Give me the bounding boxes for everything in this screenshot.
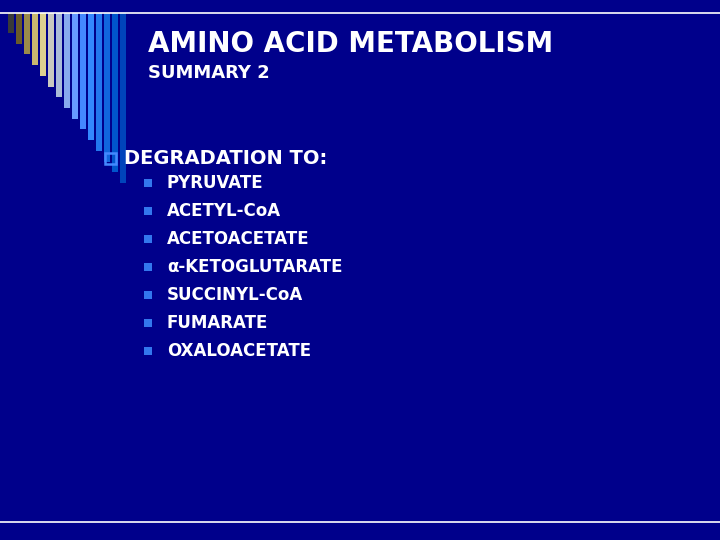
Bar bbox=[104, 13, 110, 161]
Bar bbox=[88, 13, 94, 140]
Bar bbox=[56, 13, 62, 97]
Text: FUMARATE: FUMARATE bbox=[167, 314, 269, 332]
Text: α-KETOGLUTARATE: α-KETOGLUTARATE bbox=[167, 258, 343, 276]
Text: DEGRADATION TO:: DEGRADATION TO: bbox=[124, 148, 327, 167]
Bar bbox=[24, 13, 30, 55]
Bar bbox=[144, 235, 152, 243]
Text: SUCCINYL-CoA: SUCCINYL-CoA bbox=[167, 286, 303, 304]
Bar bbox=[144, 291, 152, 299]
Text: PYRUVATE: PYRUVATE bbox=[167, 174, 264, 192]
Text: OXALOACETATE: OXALOACETATE bbox=[167, 342, 311, 360]
Bar bbox=[72, 13, 78, 119]
Text: AMINO ACID METABOLISM: AMINO ACID METABOLISM bbox=[148, 30, 553, 58]
Bar bbox=[8, 13, 14, 33]
Bar bbox=[112, 13, 118, 172]
Bar bbox=[48, 13, 54, 86]
Bar bbox=[96, 13, 102, 151]
Text: ACETOACETATE: ACETOACETATE bbox=[167, 230, 310, 248]
Bar bbox=[64, 13, 70, 108]
Bar bbox=[144, 207, 152, 215]
Bar bbox=[144, 319, 152, 327]
Bar bbox=[144, 347, 152, 355]
Bar bbox=[80, 13, 86, 130]
Bar bbox=[120, 13, 126, 183]
Bar bbox=[32, 13, 38, 65]
Text: ACETYL-CoA: ACETYL-CoA bbox=[167, 202, 281, 220]
Bar bbox=[144, 263, 152, 271]
Bar bbox=[144, 179, 152, 187]
Text: SUMMARY 2: SUMMARY 2 bbox=[148, 64, 270, 82]
Bar bbox=[40, 13, 46, 76]
Bar bbox=[16, 13, 22, 44]
Bar bbox=[104, 152, 115, 164]
